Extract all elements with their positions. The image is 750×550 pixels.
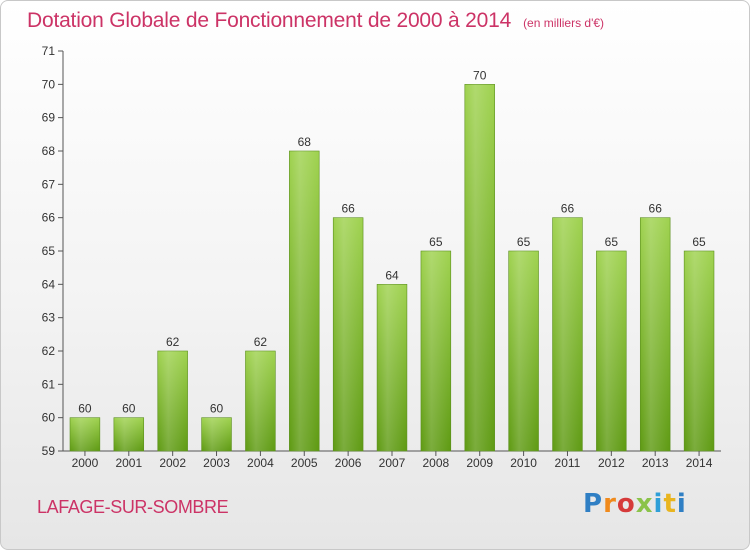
bar-highlight <box>113 417 144 451</box>
bar-value-label: 60 <box>78 402 92 416</box>
y-tick-label: 67 <box>42 177 56 191</box>
bar-highlight <box>640 217 671 451</box>
y-tick-label: 66 <box>42 211 56 225</box>
logo-letter: i <box>676 489 687 519</box>
bar-value-label: 66 <box>341 202 355 216</box>
bar-group <box>683 250 715 452</box>
x-tick-label: 2009 <box>466 456 493 470</box>
bar-group <box>332 217 364 452</box>
bar-group <box>201 417 232 452</box>
bar-highlight <box>333 217 364 451</box>
y-tick-label: 68 <box>42 144 56 158</box>
bar-group <box>508 250 539 452</box>
bar-highlight <box>157 351 188 451</box>
x-tick-label: 2014 <box>686 456 713 470</box>
bar-value-label: 62 <box>254 335 268 349</box>
bar-highlight <box>201 417 232 451</box>
bar-group <box>113 417 145 452</box>
y-tick-label: 69 <box>42 111 56 125</box>
bar-group <box>596 250 627 452</box>
bar-highlight <box>70 417 100 451</box>
logo-letter: i <box>653 489 664 519</box>
bar-highlight <box>684 251 714 451</box>
x-tick-label: 2001 <box>115 456 142 470</box>
y-tick-label: 63 <box>42 311 56 325</box>
x-tick-label: 2004 <box>247 456 274 470</box>
x-tick-label: 2010 <box>510 456 537 470</box>
bar-highlight <box>508 251 539 451</box>
logo-letter: t <box>663 489 677 519</box>
bar-highlight <box>420 251 451 451</box>
x-tick-label: 2011 <box>555 456 581 470</box>
x-tick-label: 2013 <box>642 456 669 470</box>
bar-group <box>289 150 320 452</box>
x-tick-label: 2000 <box>72 456 99 470</box>
bar-highlight <box>377 284 407 451</box>
y-tick-label: 61 <box>42 377 56 391</box>
x-tick-label: 2006 <box>335 456 362 470</box>
logo-letter: x <box>635 489 654 519</box>
commune-name: LAFAGE-SUR-SOMBRE <box>37 497 229 517</box>
x-tick-label: 2012 <box>598 456 625 470</box>
bar-value-label: 66 <box>649 202 663 216</box>
bar-group <box>376 284 408 452</box>
bar-group <box>157 350 188 452</box>
bar-value-label: 65 <box>429 235 443 249</box>
y-tick-label: 70 <box>42 77 56 91</box>
y-tick-label: 71 <box>42 44 56 58</box>
title-block: Dotation Globale de Fonctionnement de 20… <box>27 9 604 33</box>
plot-area: 59 60 61 62 63 64 65 66 67 68 69 70 71 60 2000 60 2001 62… <box>42 44 721 470</box>
bar-group <box>464 84 495 452</box>
x-tick-label: 2007 <box>379 456 406 470</box>
bar-value-label: 68 <box>298 135 312 149</box>
bar-group <box>69 417 101 452</box>
bar-value-label: 64 <box>385 268 399 282</box>
y-tick-label: 65 <box>42 244 56 258</box>
bar-group <box>639 217 671 452</box>
bar-highlight <box>464 84 495 451</box>
y-tick-label: 59 <box>42 444 56 458</box>
bar-group <box>552 217 583 452</box>
bar-value-label: 65 <box>605 235 619 249</box>
y-tick-label: 64 <box>42 277 56 291</box>
y-tick-label: 60 <box>42 411 56 425</box>
x-tick-label: 2005 <box>291 456 318 470</box>
bar-value-label: 65 <box>692 235 706 249</box>
chart-title: Dotation Globale de Fonctionnement de 20… <box>27 9 512 32</box>
bar-group <box>420 250 452 452</box>
bar-value-label: 62 <box>166 335 180 349</box>
bar-highlight <box>552 217 583 451</box>
x-tick-label: 2008 <box>423 456 450 470</box>
x-tick-label: 2003 <box>203 456 230 470</box>
logo-letter: o <box>616 489 636 519</box>
logo-letter: P <box>583 489 604 519</box>
bar-value-label: 70 <box>473 68 487 82</box>
y-tick-label: 62 <box>42 344 56 358</box>
x-tick-label: 2002 <box>159 456 186 470</box>
proxiti-logo: Proxiti <box>583 489 687 519</box>
bar-highlight <box>289 151 320 451</box>
bar-value-label: 66 <box>561 202 575 216</box>
bar-highlight <box>245 351 276 451</box>
bar-value-label: 65 <box>517 235 531 249</box>
bar-value-label: 60 <box>122 402 136 416</box>
chart-unit: (en milliers d'€) <box>523 16 605 30</box>
bar-group <box>245 350 276 452</box>
bar-highlight <box>596 251 627 451</box>
bar-value-label: 60 <box>210 402 224 416</box>
logo-letter: r <box>603 489 617 519</box>
